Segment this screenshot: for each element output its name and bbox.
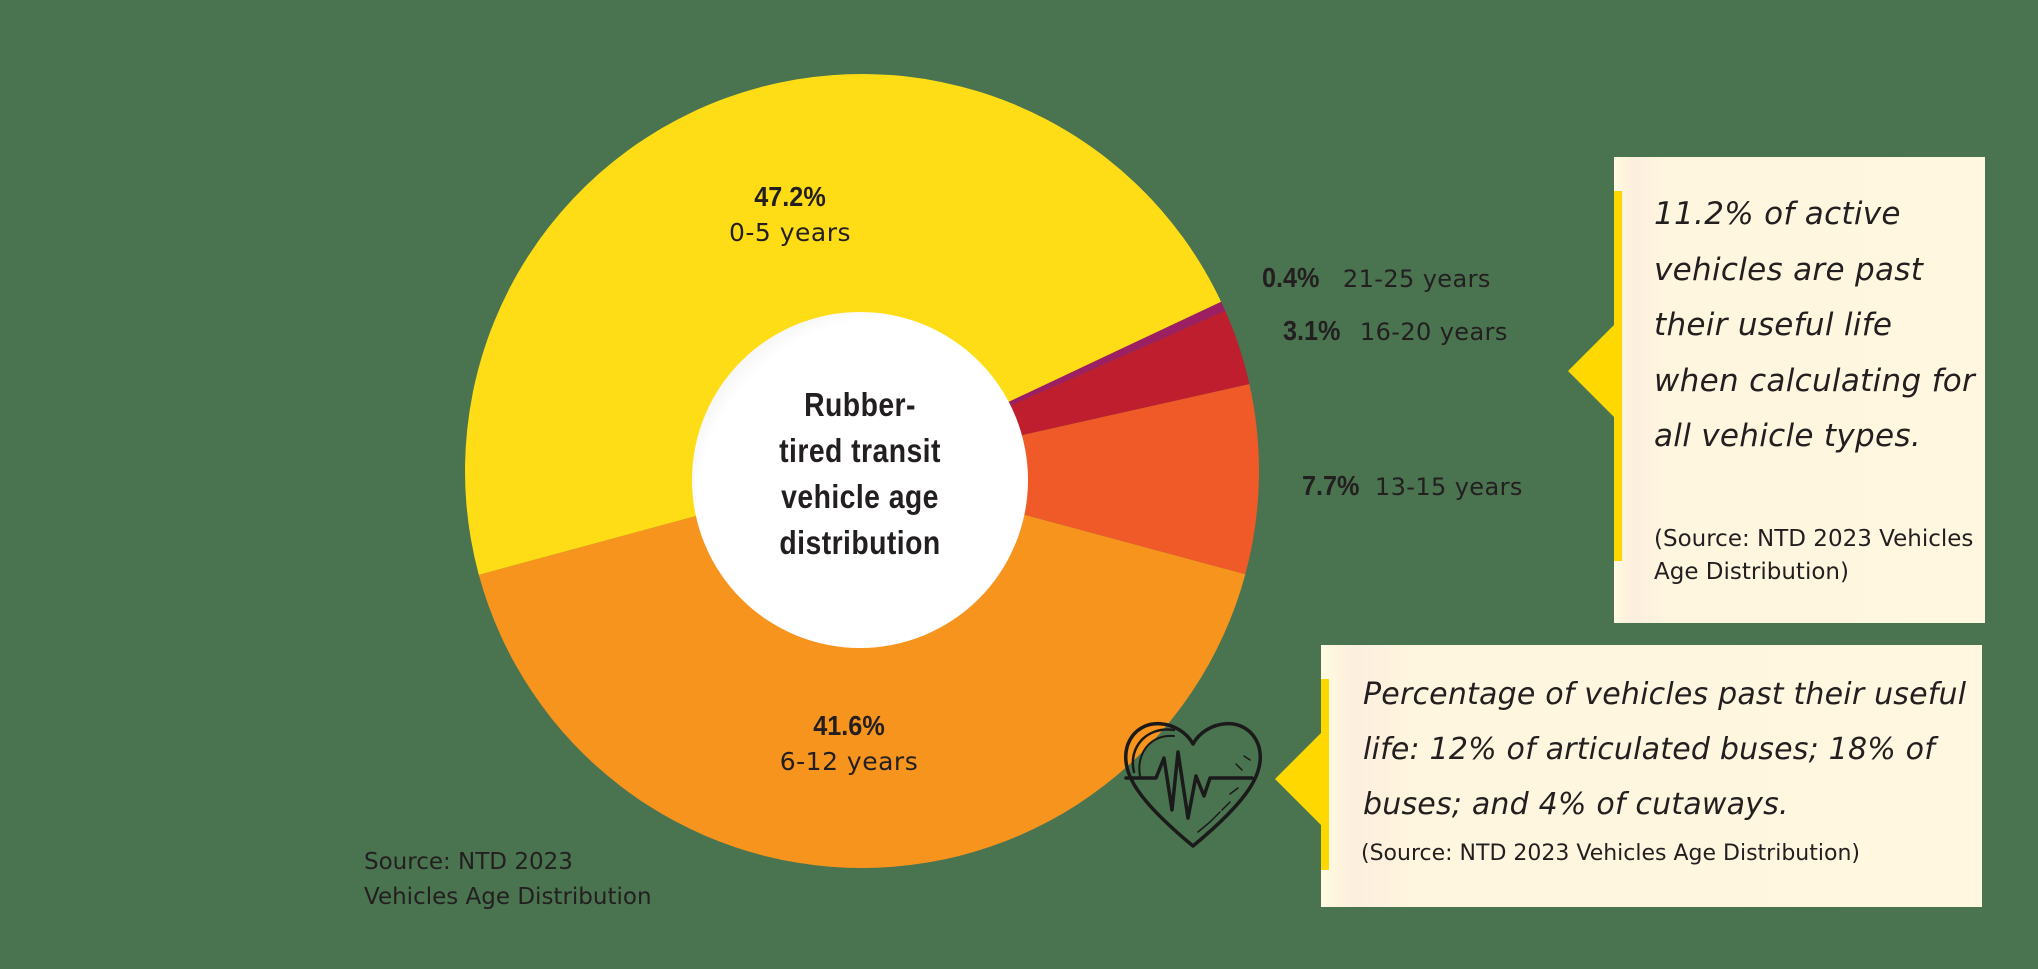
callout-accent-bar [1321, 679, 1329, 870]
callout-box-useful-life: 11.2% of active vehicles are past their … [1614, 157, 1985, 623]
callout-source: (Source: NTD 2023 Vehicles Age Distribut… [1361, 841, 1860, 866]
slice-label-16-20-years: 3.1% 16-20 years [1283, 315, 1508, 347]
slice-range: 21-25 years [1342, 265, 1491, 293]
slice-percent: 47.2% [754, 181, 826, 212]
callout-source: (Source: NTD 2023 Vehicles Age Distribut… [1654, 526, 1974, 585]
slice-label-21-25-years: 0.4% 21-25 years [1262, 262, 1491, 294]
slice-range: 6-12 years [779, 747, 919, 776]
callout-text: 11.2% of active vehicles are past their … [1654, 196, 1976, 454]
callout-accent-bar [1614, 191, 1622, 561]
slice-label-0-5-years: 47.2% 0-5 years [690, 180, 890, 252]
slice-range: 13-15 years [1374, 473, 1523, 501]
callout-text: Percentage of vehicles past their useful… [1363, 677, 1967, 822]
callout-pointer [1568, 325, 1614, 417]
slice-range: 0-5 years [728, 218, 852, 247]
pie-slice-6-12-years [478, 471, 1246, 868]
chart-center-hole: Rubber- tired transit vehicle age distri… [692, 312, 1028, 648]
slice-percent: 7.7% [1302, 470, 1360, 501]
callout-pointer [1275, 733, 1321, 825]
chart-source-note: Source: NTD 2023 Vehicles Age Distributi… [364, 849, 652, 910]
heart-pulse-icon [1123, 721, 1263, 848]
slice-label-6-12-years: 41.6% 6-12 years [749, 709, 949, 781]
slice-percent: 41.6% [813, 710, 885, 741]
slice-label-13-15-years: 7.7% 13-15 years [1302, 470, 1523, 502]
callout-box-vehicle-types: Percentage of vehicles past their useful… [1321, 645, 1982, 907]
slice-percent: 0.4% [1262, 262, 1320, 293]
slice-percent: 3.1% [1283, 315, 1341, 346]
slice-range: 16-20 years [1359, 318, 1508, 346]
pie-slice-13-15-years [862, 384, 1259, 575]
chart-title: Rubber- tired transit vehicle age distri… [779, 386, 941, 561]
